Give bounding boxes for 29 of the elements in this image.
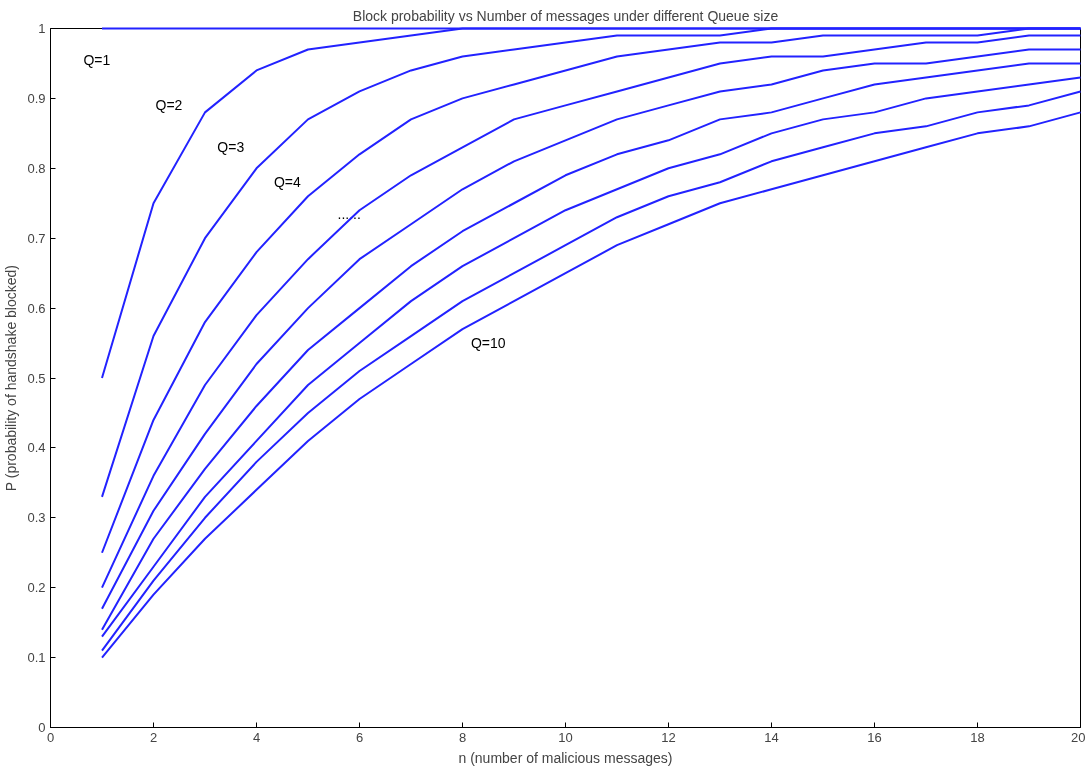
annotation: Q=4	[273, 174, 302, 191]
y-tick-label: 0.4	[27, 440, 46, 456]
y-tick-label: 0.8	[27, 160, 46, 176]
y-tick-label: 0.6	[27, 300, 46, 316]
y-tick-label: 0.1	[27, 650, 46, 666]
annotation: Q=10	[470, 335, 506, 352]
chart-title: Block probability vs Number of messages under different Queue size	[352, 7, 779, 24]
x-tick-label: 8	[458, 729, 467, 745]
x-tick-label: 6	[355, 729, 364, 745]
y-tick-label: 0.3	[27, 510, 46, 526]
annotation: Q=3	[217, 139, 245, 156]
x-tick-label: 20	[1071, 729, 1086, 745]
x-tick-label: 18	[970, 729, 985, 745]
y-tick-label: 0.7	[27, 230, 46, 246]
x-tick-label: 10	[558, 729, 573, 745]
x-axis-title: n (number of malicious messages)	[458, 749, 673, 766]
x-tick-label: 16	[867, 729, 882, 745]
y-tick-label: 0.2	[27, 580, 46, 596]
y-tick-label: 0.9	[27, 90, 46, 106]
x-tick-label: 14	[764, 729, 779, 745]
x-tick-label: 4	[252, 729, 261, 745]
y-tick-label: 0.5	[27, 370, 46, 386]
annotation: ......	[337, 205, 361, 222]
x-tick-label: 12	[661, 729, 676, 745]
y-tick-label: 1	[38, 21, 46, 36]
annotation: Q=2	[155, 97, 183, 114]
y-axis-title: P (probability of handshake blocked)	[3, 265, 20, 492]
annotation: Q=1	[83, 51, 111, 68]
x-tick-label: 2	[149, 729, 158, 745]
